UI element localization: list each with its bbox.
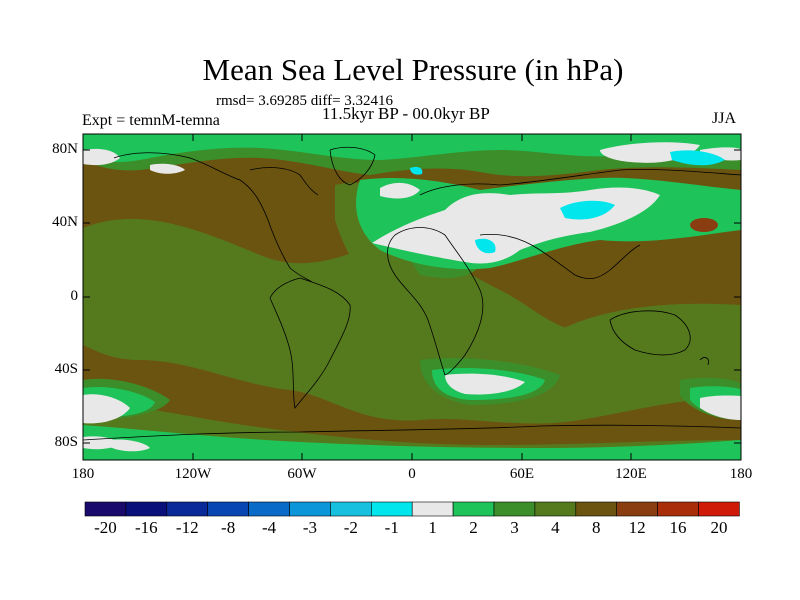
colorbar-label: 12	[628, 518, 646, 537]
field-8to12-region	[690, 218, 718, 232]
experiment-label: Expt = temnM-temna	[82, 112, 220, 129]
colorbar-label: 20	[710, 518, 728, 537]
time-period: 11.5kyr BP - 00.0kyr BP	[322, 104, 490, 123]
field-neg2to-1-regions	[410, 150, 725, 254]
lon-label: 120E	[615, 466, 647, 482]
colorbar-box	[248, 501, 290, 517]
colorbar-label: 3	[510, 518, 519, 537]
lon-label: 120W	[174, 466, 212, 482]
coastlines	[83, 146, 741, 441]
colorbar-label: -16	[135, 518, 158, 537]
colorbar-label: -12	[175, 518, 199, 537]
colorbar-label: -20	[94, 518, 117, 537]
colorbar-box	[84, 501, 127, 517]
rmsd-diff-stats: rmsd= 3.69285 diff= 3.32416	[216, 93, 394, 109]
colorbar-label: 2	[469, 518, 478, 537]
colorbar-box	[289, 501, 331, 517]
colorbar-label: -2	[343, 518, 358, 537]
colorbar-box	[411, 501, 454, 517]
map-title: Mean Sea Level Pressure (in hPa)	[202, 52, 624, 87]
colorbar-box	[330, 501, 372, 517]
lon-label: 60W	[287, 466, 317, 482]
colorbar-box	[616, 501, 658, 517]
colorbar-label: 16	[669, 518, 687, 537]
colorbar-label: 1	[428, 518, 437, 537]
pressure-field	[83, 134, 741, 460]
lat-label: 40S	[54, 361, 78, 377]
colorbar-label: 4	[551, 518, 560, 537]
lat-label: 0	[70, 288, 79, 304]
colorbar-label: -1	[384, 518, 399, 537]
colorbar-box	[698, 501, 740, 517]
lat-label: 40N	[52, 214, 78, 230]
colorbar-box	[452, 501, 495, 517]
lon-label: 180	[71, 466, 95, 482]
colorbar-box	[370, 501, 413, 517]
colorbar-box	[657, 501, 699, 517]
colorbar-box	[534, 501, 577, 517]
colorbar-box	[207, 501, 249, 517]
lon-label: 180	[729, 466, 753, 482]
lon-label: 60E	[509, 466, 535, 482]
colorbar-label: -8	[221, 518, 236, 537]
axis-ticks	[83, 134, 741, 460]
colorbar-label: -3	[302, 518, 318, 537]
lat-label: 80S	[54, 434, 78, 450]
colorbar-box	[493, 501, 536, 517]
colorbar-label: 8	[592, 518, 601, 537]
colorbar-box	[125, 501, 168, 517]
colorbar-label: -4	[261, 518, 277, 537]
lon-label: 0	[408, 466, 416, 482]
colorbar-box	[166, 501, 209, 517]
season-label: JJA	[712, 110, 737, 127]
colorbar-box	[575, 501, 617, 517]
lat-label: 80N	[52, 141, 78, 157]
colorbar	[84, 501, 740, 517]
